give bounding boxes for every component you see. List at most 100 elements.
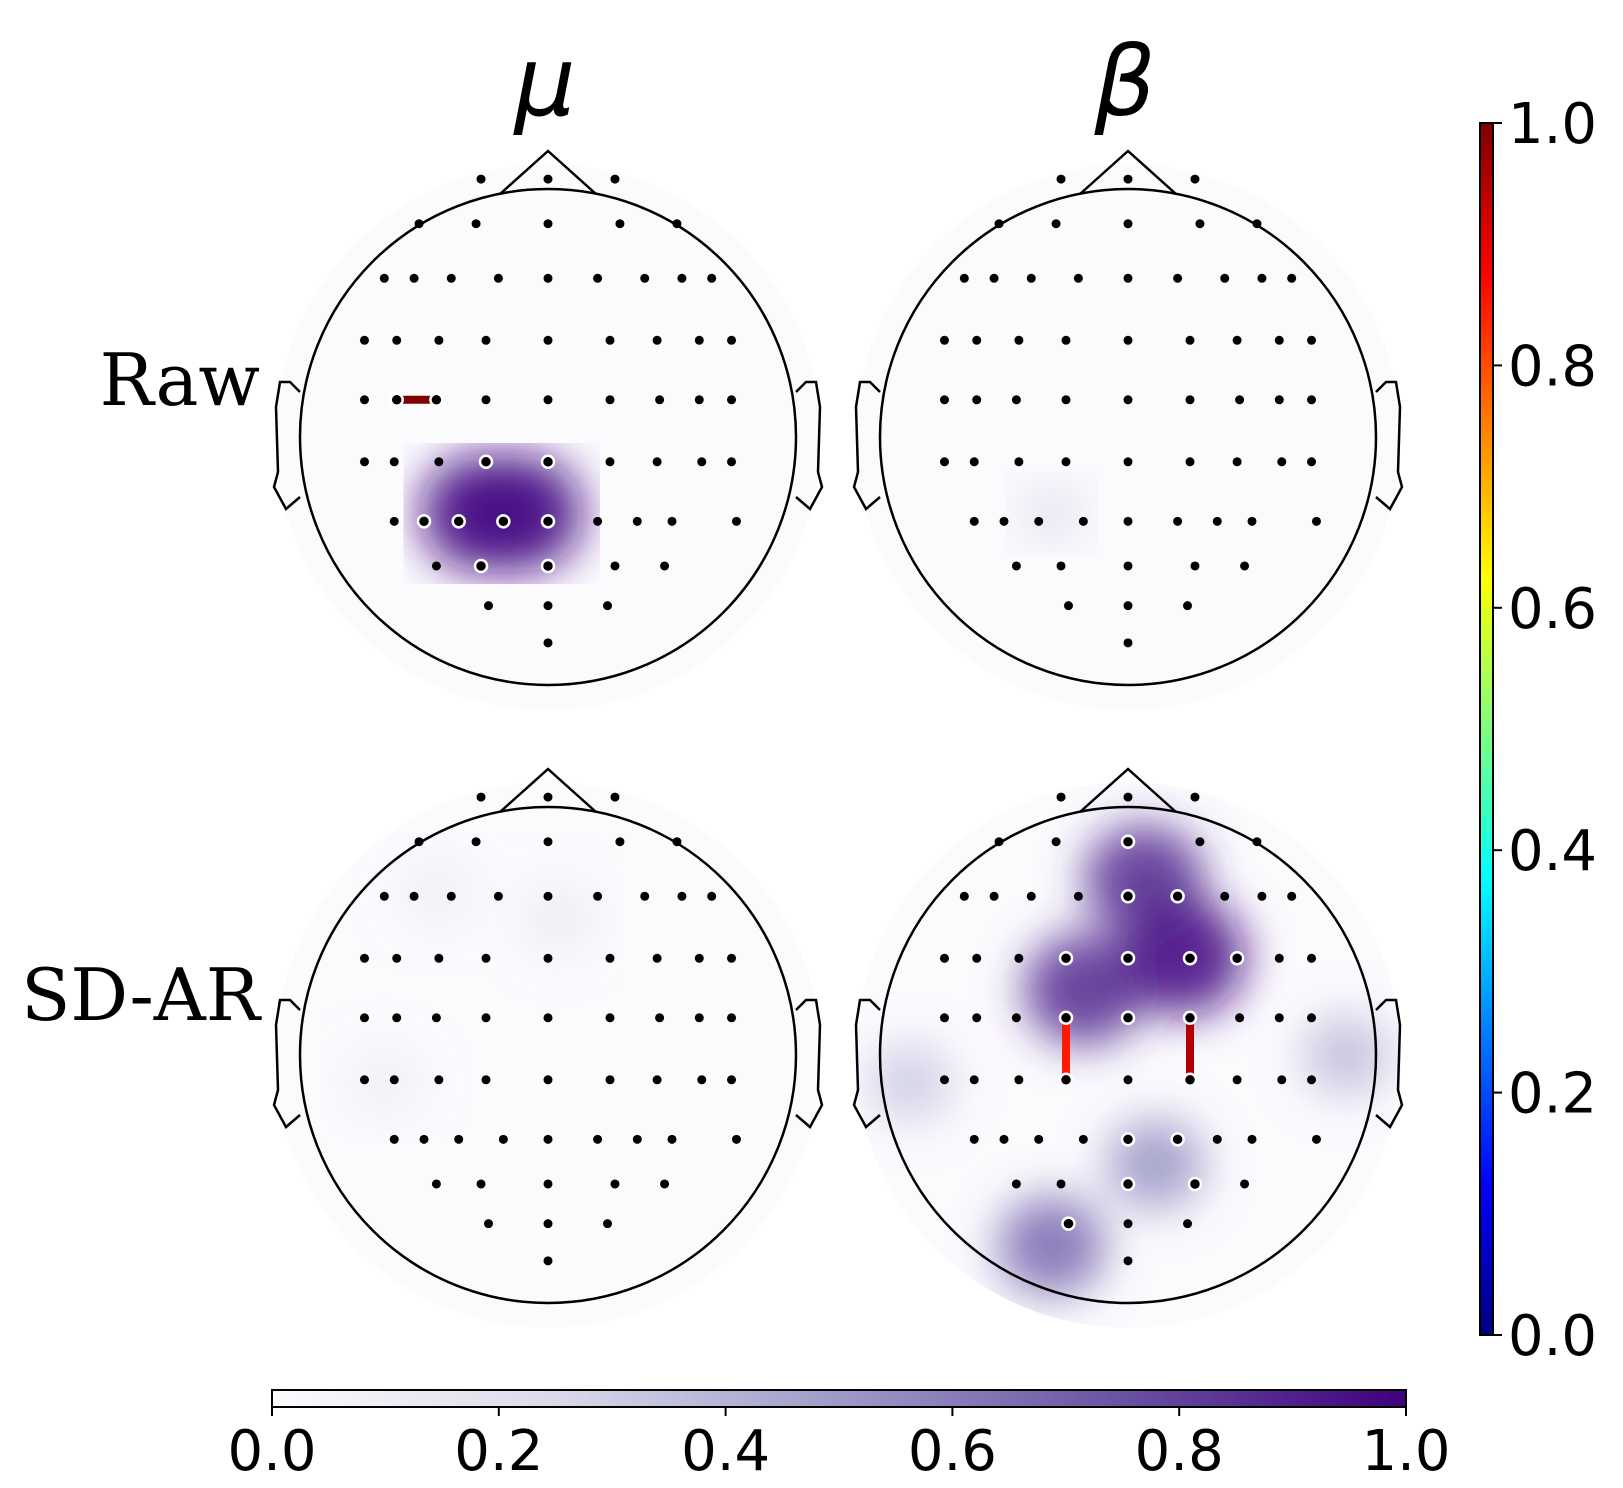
electrode-af7 [994,219,1004,229]
electrode-cz [1120,1010,1136,1026]
electrode-tp8 [1307,457,1317,467]
electrode-f5 [989,891,999,901]
electrode-p5 [419,1134,429,1144]
electrode-poz [540,558,556,574]
electrode-ft7 [939,953,949,963]
electrode-cp1 [481,1075,491,1085]
topomap-panel-raw-mu [272,149,824,710]
electrode-po7 [1011,1179,1021,1189]
nose-outline [1079,767,1177,813]
electrode-tp7 [359,1075,369,1085]
electrode-af3 [471,219,481,229]
electrode-cp1 [478,454,494,470]
electrode-fp2 [610,792,620,802]
topomap-panel-sdar-beta [852,767,1404,1328]
electrode-po8 [660,561,670,571]
electrode-cp4 [652,1075,662,1085]
electrode-cpz [543,1075,553,1085]
electrode-tp7 [939,457,949,467]
electrode-fcz [1123,335,1133,345]
electrode-af4 [615,837,625,847]
electrode-cp2 [605,457,615,467]
topomap-heat [347,858,597,1116]
electrode-fc6 [1274,953,1284,963]
electrode-f7 [379,273,389,283]
electrode-cp5 [969,1075,979,1085]
electrode-c1 [481,1013,491,1023]
electrode-f1 [1073,891,1083,901]
electrode-c4 [1235,1013,1245,1023]
heat-blob [1013,478,1091,548]
electrode-tp7 [939,1075,949,1085]
right-ear-outline [1375,380,1404,511]
electrode-o1 [483,601,493,611]
topomap-colorbar-gradient [271,1389,1407,1408]
electrode-cp1 [1058,1072,1074,1088]
topomap-field [275,782,821,1328]
electrode-af7 [994,837,1004,847]
electrode-c2 [605,1013,615,1023]
electrode-iz [543,638,553,648]
electrode-fp2 [610,174,620,184]
topomap-heat [1013,478,1091,548]
electrode-p8 [1311,1134,1321,1144]
electrode-cp3 [1014,1075,1024,1085]
electrode-fc3 [434,953,444,963]
electrode-afz [543,837,553,847]
electrode-cp3 [434,457,444,467]
electrode-c6 [694,1013,704,1023]
electrode-cpz [540,454,556,470]
electrode-c2 [1185,395,1195,405]
electrode-af8 [672,837,682,847]
electrode-fc3 [1014,953,1024,963]
electrode-fc2 [605,953,615,963]
electrode-po7 [431,1179,441,1189]
electrode-f8 [1287,273,1297,283]
topomap-heat [420,454,584,572]
topomap-field [275,164,821,710]
electrode-poz [1123,561,1133,571]
heat-blob [1024,934,1144,1046]
electrode-f4 [640,891,650,901]
electrode-cz [543,1013,553,1023]
electrode-f3 [446,273,456,283]
electrode-t8 [727,1013,737,1023]
electrode-p7 [969,1134,979,1144]
electrode-f4 [640,273,650,283]
electrode-f6 [677,273,687,283]
electrode-f3 [1026,273,1036,283]
electrode-c3 [429,392,444,408]
electrode-fc2 [605,335,615,345]
electrode-p3 [451,514,466,529]
electrode-po3 [1056,1179,1066,1189]
nose-outline [499,149,597,195]
topomap-tick-label: 0.8 [1135,1419,1224,1484]
electrode-o2 [1183,601,1193,611]
electrode-afz [543,219,553,229]
electrode-fp1 [476,792,486,802]
electrode-fpz [1123,174,1133,184]
electrode-fc1 [1061,335,1071,345]
electrode-t8 [727,395,737,405]
electrode-poz [1120,1176,1136,1192]
electrode-af7 [414,219,424,229]
electrode-p6 [667,1134,677,1144]
electrode-c3 [1011,1013,1021,1023]
electrode-f4 [1220,891,1230,901]
electrode-c5 [972,395,982,405]
connectivity-tick-label: 0.0 [1508,1304,1597,1369]
electrode-f6 [677,891,687,901]
electrode-af7 [414,837,424,847]
connectivity-tick-label: 0.8 [1508,334,1597,399]
electrode-c2 [1182,1010,1198,1026]
electrode-f1 [493,891,503,901]
electrode-iz [543,1256,553,1266]
electrode-f6 [1257,273,1267,283]
electrode-po4 [1187,1176,1203,1192]
electrode-oz [543,1219,553,1229]
electrode-iz [1123,638,1133,648]
topomap-panel-sdar-mu [272,767,824,1328]
electrode-f6 [1257,891,1267,901]
topomap-tick-label: 0.0 [227,1419,316,1484]
electrode-f8 [1287,891,1297,901]
